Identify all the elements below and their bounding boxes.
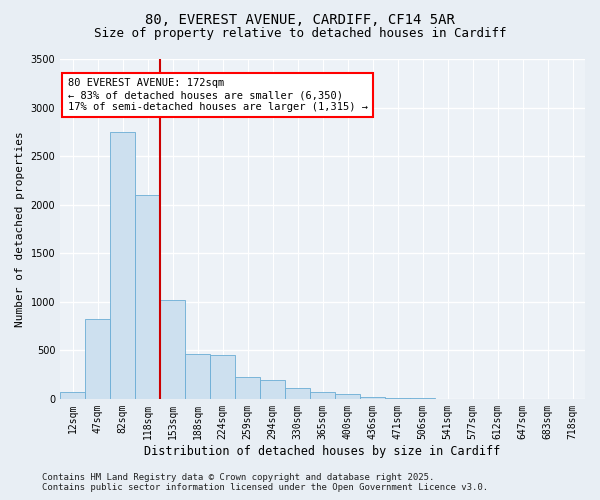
Bar bbox=[185, 354, 210, 399]
Bar bbox=[335, 394, 360, 399]
Bar bbox=[160, 300, 185, 399]
Text: Contains HM Land Registry data © Crown copyright and database right 2025.
Contai: Contains HM Land Registry data © Crown c… bbox=[42, 473, 488, 492]
Bar bbox=[210, 355, 235, 399]
Bar bbox=[110, 132, 135, 399]
Y-axis label: Number of detached properties: Number of detached properties bbox=[15, 131, 25, 327]
Text: Size of property relative to detached houses in Cardiff: Size of property relative to detached ho… bbox=[94, 28, 506, 40]
Text: 80 EVEREST AVENUE: 172sqm
← 83% of detached houses are smaller (6,350)
17% of se: 80 EVEREST AVENUE: 172sqm ← 83% of detac… bbox=[68, 78, 368, 112]
Text: 80, EVEREST AVENUE, CARDIFF, CF14 5AR: 80, EVEREST AVENUE, CARDIFF, CF14 5AR bbox=[145, 12, 455, 26]
Bar bbox=[135, 195, 160, 399]
Bar bbox=[310, 392, 335, 399]
X-axis label: Distribution of detached houses by size in Cardiff: Distribution of detached houses by size … bbox=[145, 444, 501, 458]
Bar bbox=[60, 392, 85, 399]
Bar bbox=[360, 397, 385, 399]
Bar bbox=[260, 380, 285, 399]
Bar bbox=[385, 398, 410, 399]
Bar bbox=[285, 388, 310, 399]
Bar bbox=[235, 376, 260, 399]
Bar bbox=[85, 319, 110, 399]
